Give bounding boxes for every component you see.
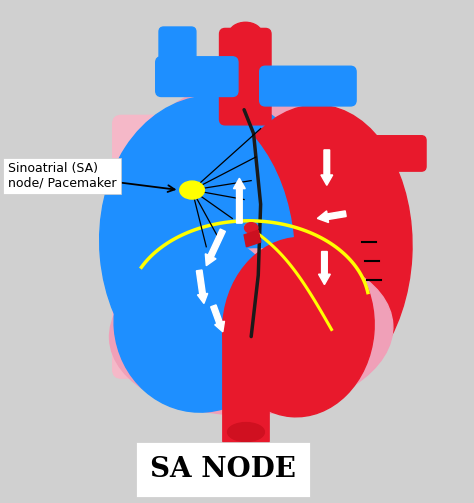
FancyArrow shape bbox=[319, 252, 330, 285]
FancyArrow shape bbox=[321, 150, 333, 185]
FancyArrow shape bbox=[196, 270, 208, 303]
FancyBboxPatch shape bbox=[260, 66, 356, 106]
Ellipse shape bbox=[121, 352, 152, 370]
Ellipse shape bbox=[109, 249, 393, 415]
Ellipse shape bbox=[104, 81, 398, 412]
FancyArrow shape bbox=[205, 229, 226, 266]
Ellipse shape bbox=[100, 96, 337, 398]
FancyBboxPatch shape bbox=[113, 115, 160, 378]
Polygon shape bbox=[244, 230, 261, 247]
FancyBboxPatch shape bbox=[159, 27, 196, 69]
Ellipse shape bbox=[223, 237, 374, 417]
FancyArrow shape bbox=[211, 305, 225, 332]
Ellipse shape bbox=[104, 105, 294, 388]
Text: Sinoatrial (SA)
node/ Pacemaker: Sinoatrial (SA) node/ Pacemaker bbox=[8, 162, 116, 190]
FancyBboxPatch shape bbox=[365, 136, 426, 171]
Ellipse shape bbox=[228, 423, 264, 442]
FancyBboxPatch shape bbox=[156, 57, 238, 97]
Ellipse shape bbox=[245, 223, 258, 233]
Ellipse shape bbox=[213, 105, 412, 398]
Ellipse shape bbox=[114, 232, 284, 412]
Text: SA NODE: SA NODE bbox=[150, 456, 296, 483]
FancyArrow shape bbox=[318, 211, 346, 222]
Ellipse shape bbox=[229, 22, 262, 46]
FancyArrow shape bbox=[234, 178, 245, 223]
FancyBboxPatch shape bbox=[223, 318, 269, 445]
Ellipse shape bbox=[180, 181, 204, 199]
FancyBboxPatch shape bbox=[219, 29, 271, 125]
